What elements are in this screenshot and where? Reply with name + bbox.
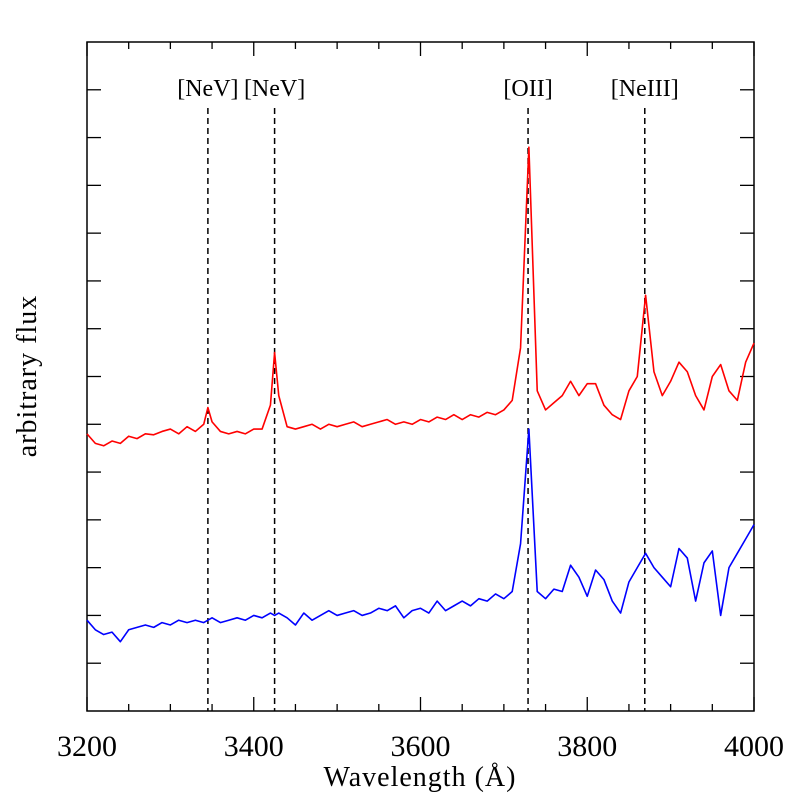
- x-tick-label: 4000: [724, 730, 784, 763]
- line-label: [NeV]: [244, 76, 305, 102]
- plot-frame: [86, 41, 755, 712]
- x-tick-label: 3800: [557, 730, 617, 763]
- line-label: [OII]: [503, 76, 552, 102]
- spectrum-line: [86, 146, 755, 447]
- y-axis-label: arbitrary flux: [12, 295, 43, 458]
- line-label: [NeV]: [177, 76, 238, 102]
- line-label: [NeIII]: [611, 76, 679, 102]
- x-tick-label: 3400: [224, 730, 284, 763]
- x-axis-label: Wavelength (Å): [324, 762, 517, 793]
- x-tick-label: 3600: [391, 730, 451, 763]
- x-tick-label: 3200: [57, 730, 117, 763]
- spectrum-line: [86, 428, 755, 643]
